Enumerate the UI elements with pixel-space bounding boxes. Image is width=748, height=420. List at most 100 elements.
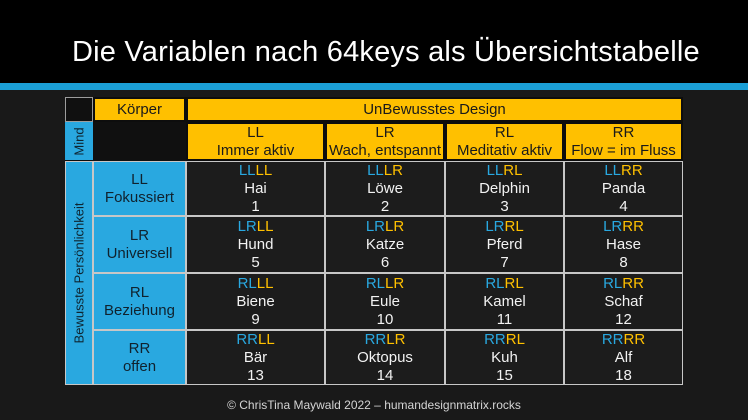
animal-name: Oktopus	[357, 348, 413, 366]
row-header-lr: LR Universell	[93, 216, 186, 273]
matrix-cell-lllr: LLLR Löwe 2	[325, 161, 445, 216]
cell-number: 18	[615, 366, 632, 384]
cell-number: 2	[380, 197, 390, 215]
matrix-cell-rrrr: RRRR Alf 18	[564, 330, 683, 385]
row-code: LR	[129, 226, 150, 244]
column-header-ll: LL Immer aktiv	[186, 122, 325, 161]
cell-number: 11	[496, 310, 513, 328]
cell-number: 8	[619, 253, 628, 271]
animal-name: Delphin	[479, 179, 530, 197]
matrix-cell-llrr: LLRR Panda 4	[564, 161, 683, 216]
variable-code: RRRL	[484, 330, 525, 348]
unbewusstes-design-header-label: UnBewusstes Design	[363, 100, 506, 118]
variable-code: LRRL	[485, 217, 524, 235]
row-desc: offen	[122, 357, 157, 375]
animal-name: Hund	[237, 235, 274, 253]
variable-code: LRLR	[365, 217, 405, 235]
column-code: LR	[375, 123, 395, 141]
mind-label-cell: Mind	[65, 122, 93, 161]
corner-spacer-cell	[65, 97, 93, 122]
matrix-cell-rllr: RLLR Eule 10	[325, 273, 445, 330]
variable-code: RRLL	[236, 330, 275, 348]
cell-number: 9	[251, 310, 260, 328]
variable-code: RRRR	[601, 330, 646, 348]
cell-number: 14	[376, 366, 394, 384]
empty-header-cell	[93, 122, 186, 161]
animal-name: Löwe	[367, 179, 403, 197]
row-desc: Fokussiert	[104, 188, 175, 206]
animal-name: Eule	[369, 292, 401, 310]
variable-code: LLRL	[486, 161, 523, 179]
row-code: RR	[128, 339, 151, 357]
animal-name: Alf	[614, 348, 633, 366]
cell-number: 6	[380, 253, 390, 271]
variables-matrix-table: Körper UnBewusstes Design Mind LL Immer …	[65, 97, 683, 385]
matrix-cell-lrrr: LRRR Hase 8	[564, 216, 683, 273]
koerper-header-label: Körper	[116, 100, 163, 118]
cell-number: 5	[251, 253, 260, 271]
cell-number: 4	[619, 197, 628, 215]
row-desc: Universell	[106, 244, 173, 262]
matrix-cell-rlrr: RLRR Schaf 12	[564, 273, 683, 330]
variable-code: LLLR	[367, 161, 403, 179]
animal-name: Kuh	[491, 348, 518, 366]
variable-code: LLLL	[238, 161, 273, 179]
column-desc: Wach, entspannt	[328, 141, 441, 159]
column-header-rl: RL Meditativ aktiv	[445, 122, 564, 161]
title-underline	[0, 83, 748, 90]
matrix-cell-llrl: LLRL Delphin 3	[445, 161, 564, 216]
variable-code: LRRR	[603, 217, 644, 235]
variable-code: RLLR	[365, 274, 405, 292]
variable-code: RLLL	[237, 274, 274, 292]
row-header-ll: LL Fokussiert	[93, 161, 186, 216]
matrix-cell-lrrl: LRRL Pferd 7	[445, 216, 564, 273]
cell-number: 15	[496, 366, 513, 384]
koerper-header-cell: Körper	[93, 97, 186, 122]
matrix-cell-lrlr: LRLR Katze 6	[325, 216, 445, 273]
matrix-cell-rrll: RRLL Bär 13	[186, 330, 325, 385]
matrix-cell-llll: LLLL Hai 1	[186, 161, 325, 216]
column-desc: Flow = im Fluss	[571, 141, 676, 159]
animal-name: Biene	[236, 292, 275, 310]
cell-number: 1	[251, 197, 260, 215]
cell-number: 7	[500, 253, 509, 271]
animal-name: Katze	[365, 235, 405, 253]
row-header-rr: RR offen	[93, 330, 186, 385]
matrix-cell-rrrl: RRRL Kuh 15	[445, 330, 564, 385]
slide-title: Die Variablen nach 64keys als Übersichts…	[72, 36, 700, 68]
animal-name: Schaf	[604, 292, 643, 310]
variable-code: RRLR	[364, 330, 406, 348]
row-code: LL	[131, 170, 148, 188]
animal-name: Pferd	[486, 235, 523, 253]
column-desc: Immer aktiv	[216, 141, 295, 159]
column-header-lr: LR Wach, entspannt	[325, 122, 445, 161]
title-bar	[0, 0, 748, 83]
row-header-rl: RL Beziehung	[93, 273, 186, 330]
column-code: RR	[612, 123, 635, 141]
column-header-rr: RR Flow = im Fluss	[564, 122, 683, 161]
variable-code: LLRR	[604, 161, 643, 179]
row-code: RL	[129, 283, 150, 301]
row-desc: Beziehung	[104, 301, 175, 319]
matrix-cell-rrlr: RRLR Oktopus 14	[325, 330, 445, 385]
variable-code: RLRR	[603, 274, 644, 292]
cell-number: 10	[376, 310, 394, 328]
column-desc: Meditativ aktiv	[456, 141, 553, 159]
column-code: RL	[494, 123, 515, 141]
matrix-cell-rlrl: RLRL Kamel 11	[445, 273, 564, 330]
cell-number: 12	[615, 310, 632, 328]
variable-code: RLRL	[485, 274, 524, 292]
unbewusstes-design-header-cell: UnBewusstes Design	[186, 97, 683, 122]
variable-code: LRLL	[237, 217, 274, 235]
cell-number: 3	[500, 197, 509, 215]
animal-name: Kamel	[483, 292, 526, 310]
cell-number: 13	[247, 366, 264, 384]
bewusste-persoenlichkeit-label: Bewusste Persönlichkeit	[71, 202, 86, 344]
matrix-cell-rlll: RLLL Biene 9	[186, 273, 325, 330]
matrix-cell-lrll: LRLL Hund 5	[186, 216, 325, 273]
animal-name: Hase	[605, 235, 642, 253]
mind-label: Mind	[71, 127, 87, 156]
bewusste-persoenlichkeit-label-cell: Bewusste Persönlichkeit	[65, 161, 93, 385]
column-code: LL	[247, 123, 264, 141]
